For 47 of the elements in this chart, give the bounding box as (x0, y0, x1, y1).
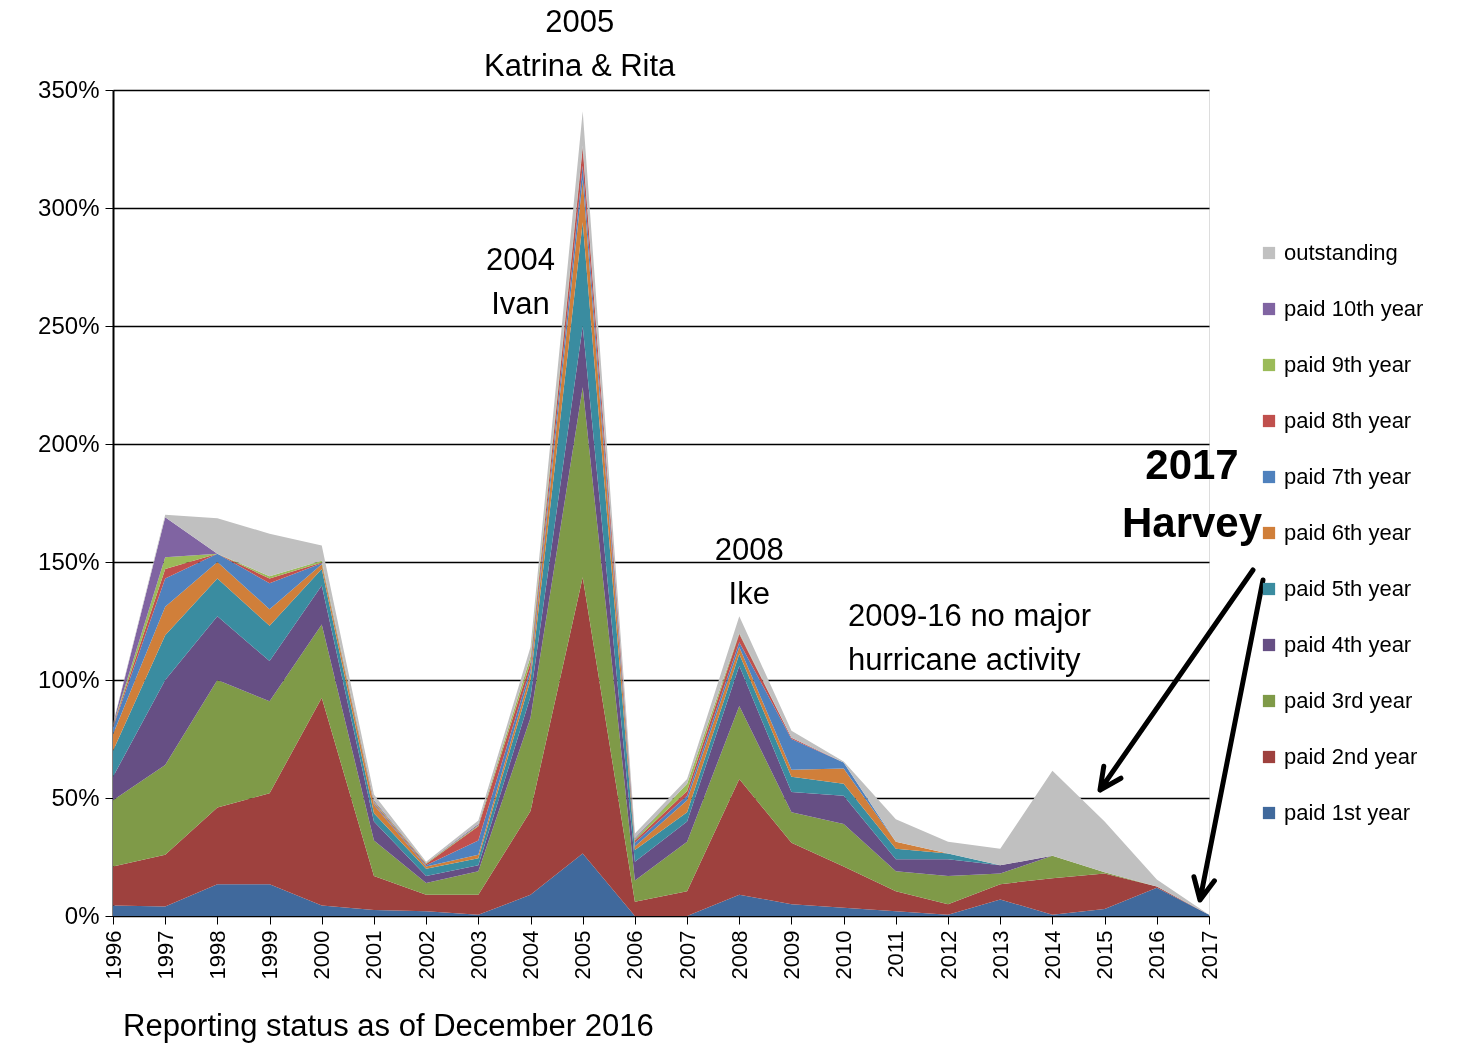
legend-label: paid 6th year (1284, 520, 1412, 545)
x-tick-label: 2001 (361, 930, 387, 980)
y-tick-label: 350% (38, 75, 100, 103)
x-tick-label: 1997 (152, 930, 178, 980)
x-tick-label: 2016 (1144, 930, 1170, 980)
x-tick-label: 2014 (1039, 930, 1065, 980)
y-tick-label: 300% (38, 193, 100, 221)
x-tick-label: 2006 (622, 930, 648, 980)
y-tick-label: 100% (38, 665, 100, 693)
y-tick-label: 50% (51, 783, 100, 811)
y-tick-label: 200% (38, 429, 100, 457)
x-tick-label: 2003 (465, 930, 491, 980)
legend-label: paid 10th year (1284, 296, 1424, 321)
legend-label: paid 9th year (1284, 352, 1412, 377)
x-tick-label: 2017 (1196, 930, 1222, 980)
x-tick-label: 1998 (204, 930, 230, 980)
legend-label: paid 4th year (1284, 632, 1412, 657)
x-tick-label: 2015 (1092, 930, 1118, 980)
x-tick-label: 2002 (413, 930, 439, 980)
y-tick-label: 0% (64, 901, 100, 929)
x-tick-label: 2013 (987, 930, 1013, 980)
x-tick-label: 1999 (257, 930, 283, 980)
x-tick-label: 2004 (518, 930, 544, 980)
x-tick-label: 2009 (778, 930, 804, 980)
x-tick-label: 2010 (831, 930, 857, 980)
x-tick-label: 2011 (883, 930, 909, 978)
legend-label: paid 8th year (1284, 408, 1412, 433)
y-tick-label: 250% (38, 311, 100, 339)
x-tick-label: 2005 (570, 930, 596, 980)
annotation: 2008 Ike (714, 532, 784, 611)
x-tick-label: 2000 (309, 930, 335, 980)
legend-label: paid 5th year (1284, 576, 1412, 601)
legend-label: paid 1st year (1284, 800, 1410, 825)
x-tick-label: 2008 (726, 930, 752, 980)
x-tick-label: 1996 (100, 930, 126, 980)
text: Reporting status as of December 2016 (123, 1008, 654, 1043)
legend-label: outstanding (1284, 240, 1398, 265)
annotation: 2009-16 no major hurricane activity (848, 598, 1091, 677)
annotation: 2004 Ivan (486, 242, 556, 321)
y-tick-label: 150% (38, 547, 100, 575)
x-tick-label: 2007 (674, 930, 700, 980)
legend-label: paid 7th year (1284, 464, 1412, 489)
legend-label: paid 2nd year (1284, 744, 1418, 769)
legend-label: paid 3rd year (1284, 688, 1413, 713)
x-tick-label: 2012 (935, 930, 961, 980)
annotation: 2017 Harvey (1121, 441, 1263, 546)
text: 2005 Katrina & Rita (484, 4, 677, 83)
